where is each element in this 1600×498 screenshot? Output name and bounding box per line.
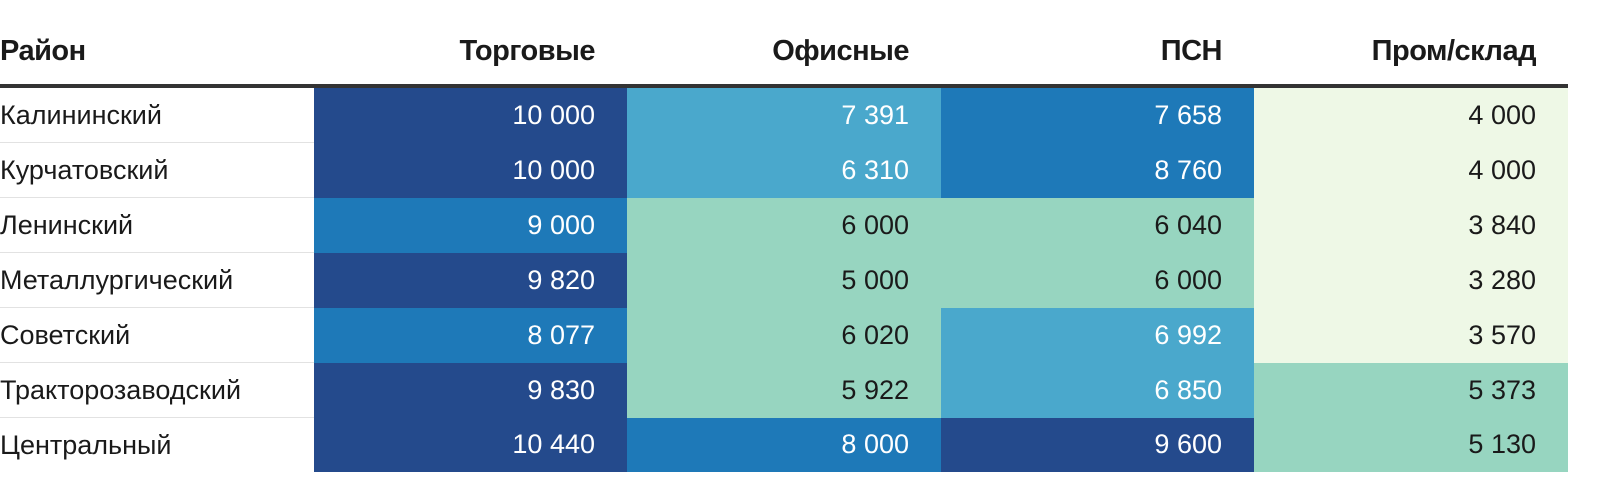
table-row: Центральный 10 440 8 000 9 600 5 130 [0,417,1568,472]
heat-cell-office: 6 000 [627,197,941,253]
heat-cell-industrial: 3 570 [1254,307,1568,363]
table-row: Курчатовский 10 000 6 310 8 760 4 000 [0,142,1568,198]
heat-cell-industrial: 3 840 [1254,197,1568,253]
heat-cell-retail: 10 440 [314,417,627,472]
heat-cell-industrial: 3 280 [1254,252,1568,308]
table-row: Калининский 10 000 7 391 7 658 4 000 [0,86,1568,143]
table-row: Ленинский 9 000 6 000 6 040 3 840 [0,197,1568,253]
column-header-office: Офисные [627,18,941,88]
district-label: Металлургический [0,252,314,308]
heat-cell-office: 5 922 [627,362,941,418]
district-label: Курчатовский [0,142,314,198]
heat-cell-retail: 8 077 [314,307,627,363]
district-label: Советский [0,307,314,363]
table-row: Тракторозаводский 9 830 5 922 6 850 5 373 [0,362,1568,418]
heat-cell-psn: 6 992 [941,307,1254,363]
heat-cell-office: 5 000 [627,252,941,308]
district-label: Центральный [0,417,314,472]
heat-cell-psn: 9 600 [941,417,1254,472]
district-label: Тракторозаводский [0,362,314,418]
heat-cell-psn: 6 040 [941,197,1254,253]
heat-cell-industrial: 4 000 [1254,142,1568,198]
heat-cell-psn: 8 760 [941,142,1254,198]
heat-cell-industrial: 5 130 [1254,417,1568,472]
heat-cell-retail: 9 830 [314,362,627,418]
column-header-district: Район [0,18,314,88]
heat-cell-industrial: 4 000 [1254,86,1568,143]
table-row: Металлургический 9 820 5 000 6 000 3 280 [0,252,1568,308]
heat-cell-office: 7 391 [627,86,941,143]
header-row: Район Торговые Офисные ПСН Пром/склад [0,18,1568,88]
heat-cell-retail: 10 000 [314,142,627,198]
heat-cell-retail: 9 820 [314,252,627,308]
heat-cell-retail: 9 000 [314,197,627,253]
heat-cell-office: 6 020 [627,307,941,363]
heat-cell-office: 6 310 [627,142,941,198]
heat-cell-psn: 6 850 [941,362,1254,418]
heat-cell-psn: 6 000 [941,252,1254,308]
table-row: Советский 8 077 6 020 6 992 3 570 [0,307,1568,363]
heat-cell-industrial: 5 373 [1254,362,1568,418]
district-label: Ленинский [0,197,314,253]
column-header-retail: Торговые [314,18,627,88]
heatmap-table: Район Торговые Офисные ПСН Пром/склад Ка… [0,18,1568,472]
table-body: Калининский 10 000 7 391 7 658 4 000 Курчатов… [0,86,1568,472]
heat-cell-office: 8 000 [627,417,941,472]
column-header-psn: ПСН [941,18,1254,88]
column-header-industrial: Пром/склад [1254,18,1568,88]
heat-cell-psn: 7 658 [941,86,1254,143]
heat-cell-retail: 10 000 [314,86,627,143]
district-label: Калининский [0,86,314,143]
